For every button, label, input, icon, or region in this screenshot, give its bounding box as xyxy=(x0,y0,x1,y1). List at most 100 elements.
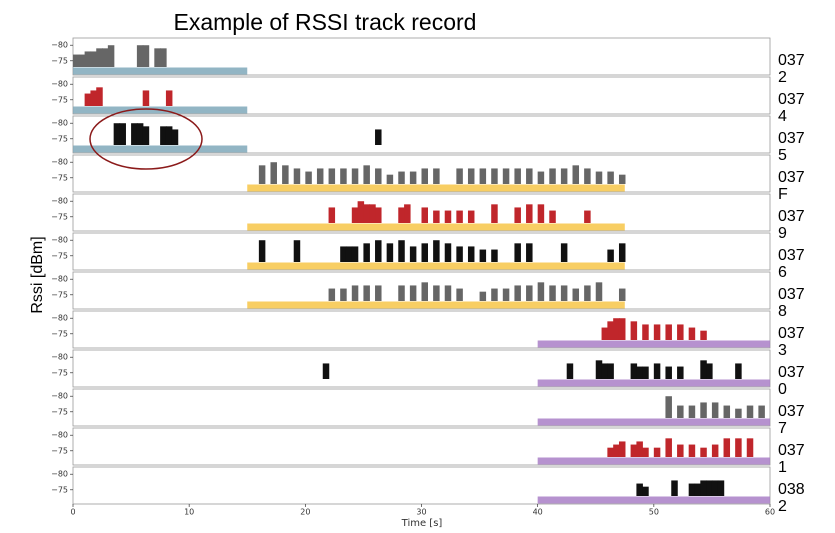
rssi-bar xyxy=(653,324,661,340)
rssi-bar xyxy=(433,168,440,184)
y-tick-label: −75 xyxy=(51,290,68,299)
rssi-bar xyxy=(630,321,638,340)
rssi-bar xyxy=(526,168,533,184)
y-tick-label: −75 xyxy=(51,56,68,65)
rssi-bar xyxy=(735,438,742,457)
y-tick-label: −80 xyxy=(51,392,68,401)
y-tick-label: −75 xyxy=(51,134,68,143)
rssi-bar xyxy=(584,285,591,301)
rssi-bar xyxy=(136,123,144,145)
rssi-bar xyxy=(526,243,533,262)
rssi-bar xyxy=(328,288,336,301)
rssi-bar xyxy=(688,327,696,340)
rssi-bar xyxy=(601,327,609,340)
rssi-bar xyxy=(351,285,359,301)
rssi-bar xyxy=(375,240,382,262)
rssi-bar xyxy=(491,168,498,184)
rssi-bar xyxy=(618,318,626,340)
rssi-bar xyxy=(456,288,463,301)
rssi-bar xyxy=(694,483,701,496)
rssi-bar xyxy=(711,444,719,457)
rssi-bar xyxy=(502,288,510,301)
rssi-bar xyxy=(677,324,684,340)
device-id: 0372 xyxy=(778,52,805,86)
rssi-bar xyxy=(537,204,545,223)
rssi-bar xyxy=(456,210,463,223)
y-tick-label: −80 xyxy=(51,80,68,89)
y-tick-label: −75 xyxy=(51,329,68,338)
rssi-bar xyxy=(345,246,353,262)
rssi-bar xyxy=(340,246,347,262)
y-tick-label: −80 xyxy=(51,236,68,245)
y-tick-label: −75 xyxy=(51,95,68,104)
rssi-bar xyxy=(386,243,394,262)
rssi-bar xyxy=(398,207,405,223)
rssi-bar xyxy=(467,210,475,223)
rssi-bar xyxy=(142,45,150,67)
rssi-bar xyxy=(351,168,359,184)
rssi-bar xyxy=(491,204,498,223)
rssi-bar xyxy=(514,168,521,184)
rssi-bar xyxy=(514,207,521,223)
rssi-bar xyxy=(706,363,713,379)
device-id: 0379 xyxy=(778,208,805,242)
rssi-bar xyxy=(113,123,121,145)
rssi-bar xyxy=(700,447,707,457)
rssi-bar xyxy=(700,360,707,379)
rssi-bar xyxy=(723,405,731,418)
rssi-bar xyxy=(386,174,394,184)
rssi-bar xyxy=(636,483,643,496)
rssi-bar xyxy=(398,171,405,184)
y-tick-label: −75 xyxy=(51,251,68,260)
rssi-bar xyxy=(165,90,173,106)
rssi-bar xyxy=(642,366,649,379)
rssi-bar xyxy=(711,402,719,418)
rssi-bar xyxy=(479,291,487,301)
rssi-bar xyxy=(96,87,103,106)
rssi-bar xyxy=(688,444,696,457)
rssi-bar xyxy=(636,366,643,379)
track-span xyxy=(537,340,770,348)
rssi-bar xyxy=(607,363,614,379)
rssi-bar xyxy=(526,204,533,223)
x-tick-label: 0 xyxy=(70,508,75,517)
rssi-bar xyxy=(613,444,620,457)
rssi-bar xyxy=(537,282,545,301)
rssi-bar xyxy=(653,447,661,457)
y-tick-label: −75 xyxy=(51,212,68,221)
rssi-bar xyxy=(607,321,614,340)
rssi-bar xyxy=(630,444,638,457)
device-id: 0373 xyxy=(778,325,805,359)
x-tick-label: 60 xyxy=(765,508,775,517)
rssi-bar xyxy=(409,285,417,301)
rssi-bar xyxy=(409,171,417,184)
y-tick-label: −80 xyxy=(51,353,68,362)
rssi-bar xyxy=(102,48,109,67)
x-tick-label: 50 xyxy=(649,508,659,517)
rssi-bar xyxy=(584,168,591,184)
rssi-bar xyxy=(96,48,103,67)
rssi-bar xyxy=(375,207,382,223)
y-tick-label: −80 xyxy=(51,431,68,440)
rssi-bar xyxy=(351,207,359,223)
rssi-bar xyxy=(73,54,80,67)
rssi-bar xyxy=(618,174,626,184)
track-span xyxy=(247,223,625,231)
y-tick-label: −75 xyxy=(51,485,68,494)
rssi-bar xyxy=(572,165,580,184)
rssi-bar xyxy=(677,444,684,457)
rssi-bar xyxy=(601,363,609,379)
rssi-bar xyxy=(142,126,150,145)
rssi-bar xyxy=(340,168,347,184)
rssi-bar xyxy=(444,243,452,262)
x-tick-label: 20 xyxy=(300,508,310,517)
rssi-bar xyxy=(549,168,556,184)
device-id: 0376 xyxy=(778,247,805,281)
device-id: 0382 xyxy=(778,481,805,515)
rssi-bar xyxy=(526,285,533,301)
rssi-bar xyxy=(717,480,725,496)
rssi-bar xyxy=(363,243,370,262)
y-tick-label: −75 xyxy=(51,173,68,182)
rssi-bar xyxy=(665,396,672,418)
